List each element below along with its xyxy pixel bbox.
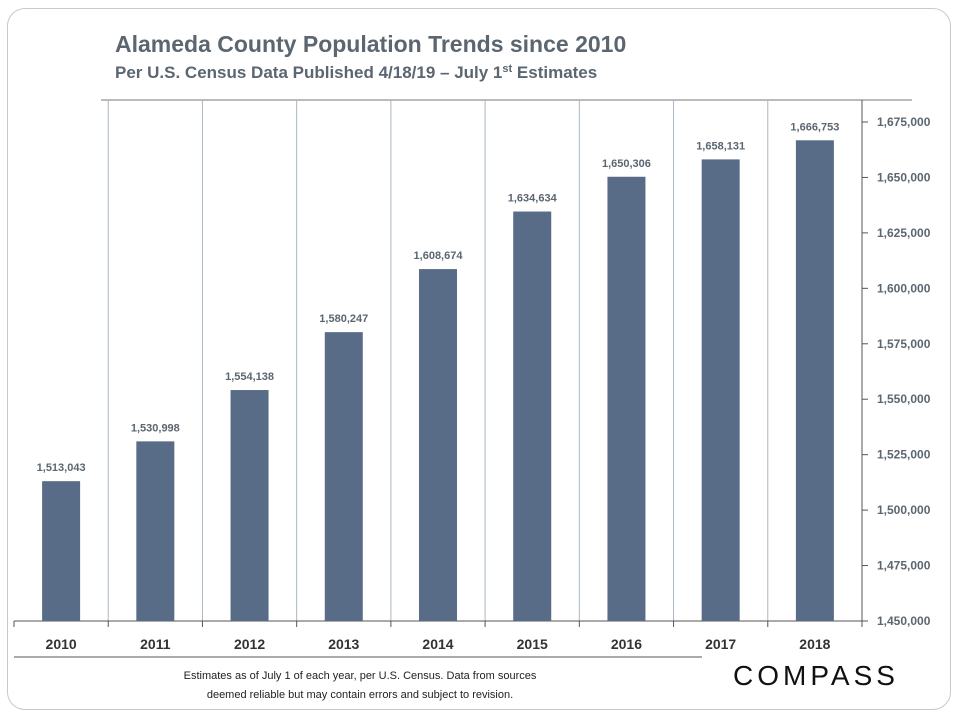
data-label: 1,580,247 — [319, 313, 368, 325]
subtitle-text: Per U.S. Census Data Published 4/18/19 –… — [115, 63, 503, 82]
bar-2013 — [324, 332, 363, 621]
y-tick-label: 1,650,000 — [877, 170, 931, 184]
compass-logo: COMPASS — [733, 660, 899, 691]
y-tick-label: 1,550,000 — [877, 392, 931, 406]
chart-subtitle: Per U.S. Census Data Published 4/18/19 –… — [115, 63, 597, 83]
data-label: 1,658,131 — [696, 140, 745, 152]
x-tick-label: 2018 — [799, 636, 830, 652]
footnote-line-2: deemed reliable but may contain errors a… — [206, 689, 514, 701]
y-tick-label: 1,625,000 — [877, 226, 931, 240]
y-tick-label: 1,575,000 — [877, 337, 931, 351]
x-tick-label: 2013 — [328, 636, 359, 652]
y-tick-label: 1,675,000 — [877, 115, 931, 129]
x-tick-label: 2017 — [705, 636, 736, 652]
bar-2015 — [513, 211, 552, 621]
y-tick-label: 1,450,000 — [877, 614, 931, 628]
x-tick-label: 2016 — [611, 636, 642, 652]
x-tick-label: 2012 — [234, 636, 265, 652]
bar-2017 — [701, 159, 740, 622]
data-label: 1,554,138 — [225, 371, 274, 383]
bar-2012 — [230, 390, 269, 621]
x-tick-label: 2015 — [517, 636, 548, 652]
x-tick-label: 2011 — [140, 636, 171, 652]
y-tick-label: 1,500,000 — [877, 503, 931, 517]
chart-title: Alameda County Population Trends since 2… — [115, 31, 627, 57]
slide-frame — [7, 8, 951, 710]
y-tick-label: 1,475,000 — [877, 559, 931, 573]
x-tick-label: 2014 — [422, 636, 453, 652]
data-label: 1,666,753 — [790, 121, 839, 133]
data-label: 1,513,043 — [37, 462, 86, 474]
footnote: Estimates as of July 1 of each year, per… — [150, 667, 570, 705]
data-label: 1,530,998 — [131, 422, 180, 434]
footnote-line-1: Estimates as of July 1 of each year, per… — [183, 670, 537, 682]
data-label: 1,634,634 — [508, 193, 558, 205]
y-tick-label: 1,600,000 — [877, 281, 931, 295]
bar-2016 — [607, 176, 646, 621]
bar-2018 — [795, 140, 834, 621]
bar-2014 — [419, 269, 457, 621]
bar-2011 — [136, 441, 175, 621]
bar-2010 — [42, 481, 81, 621]
data-label: 1,650,306 — [602, 158, 651, 170]
y-tick-label: 1,525,000 — [877, 448, 931, 462]
subtitle-superscript: st — [502, 63, 513, 75]
subtitle-end: Estimates — [512, 63, 598, 82]
data-label: 1,608,674 — [414, 250, 464, 262]
x-tick-label: 2010 — [46, 636, 77, 652]
